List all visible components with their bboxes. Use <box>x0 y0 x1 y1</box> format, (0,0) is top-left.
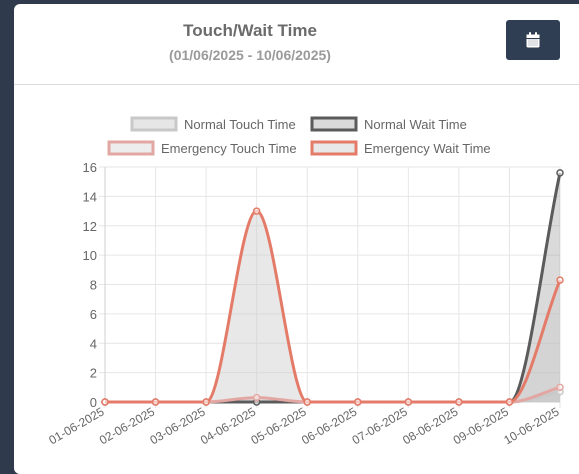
data-point <box>151 398 160 406</box>
legend-swatch <box>130 116 178 132</box>
y-tick-label: 12 <box>83 219 97 234</box>
calendar-icon <box>526 32 540 48</box>
legend-label: Normal Wait Time <box>364 117 467 132</box>
series-line <box>105 209 562 404</box>
y-tick-label: 14 <box>83 189 97 204</box>
chart-card: Touch/Wait Time (01/06/2025 - 10/06/2025… <box>14 4 579 474</box>
series-area <box>105 387 560 402</box>
data-point <box>455 398 463 406</box>
y-tick-label: 6 <box>90 307 97 322</box>
date-range-subtitle: (01/06/2025 - 10/06/2025) <box>169 47 331 63</box>
x-tick-label: 03-06-2025 <box>147 404 207 447</box>
x-tick-label: 07-06-2025 <box>350 404 410 447</box>
data-point <box>556 276 564 284</box>
line-chart: 0 2 4 6 8 10 12 14 16 01-06-202502-06-202503-06-2… <box>46 116 564 447</box>
data-point <box>101 398 109 406</box>
series-line <box>105 172 562 404</box>
data-point <box>202 398 210 406</box>
y-tick-label: 8 <box>90 278 97 293</box>
series-area <box>105 211 560 402</box>
data-point <box>252 393 261 402</box>
y-tick-label: 0 <box>90 395 97 410</box>
series-area <box>105 391 560 402</box>
x-tick-label: 10-06-2025 <box>501 404 561 447</box>
y-tick-label: 16 <box>83 160 97 175</box>
data-point <box>556 169 564 177</box>
legend-swatch <box>310 116 358 132</box>
x-tick-label: 04-06-2025 <box>198 404 258 447</box>
data-point <box>252 207 261 215</box>
legend-swatch <box>310 140 358 156</box>
date-picker-button[interactable] <box>506 20 560 60</box>
chart-title: Touch/Wait Time <box>183 21 317 40</box>
x-tick-label: 09-06-2025 <box>451 404 511 447</box>
series-area <box>105 172 560 402</box>
y-tick-label: 10 <box>83 248 97 263</box>
y-tick-label: 4 <box>90 336 97 351</box>
data-point <box>505 398 514 406</box>
legend-label: Emergency Touch Time <box>161 141 297 156</box>
data-point <box>556 383 564 392</box>
x-tick-label: 06-06-2025 <box>299 404 359 447</box>
data-point <box>404 398 413 406</box>
x-tick-label: 02-06-2025 <box>97 404 157 447</box>
x-tick-label: 01-06-2025 <box>46 404 106 447</box>
series-line <box>105 385 561 404</box>
x-tick-label: 05-06-2025 <box>249 404 309 447</box>
legend-label: Emergency Wait Time <box>364 141 491 156</box>
data-point <box>354 398 362 406</box>
card-header: Touch/Wait Time (01/06/2025 - 10/06/2025… <box>14 4 579 85</box>
legend-swatch <box>107 140 155 156</box>
series-line <box>105 390 561 404</box>
x-tick-label: 08-06-2025 <box>400 404 460 447</box>
y-tick-label: 2 <box>90 366 97 381</box>
legend-label: Normal Touch Time <box>184 117 296 132</box>
data-point <box>303 398 311 406</box>
